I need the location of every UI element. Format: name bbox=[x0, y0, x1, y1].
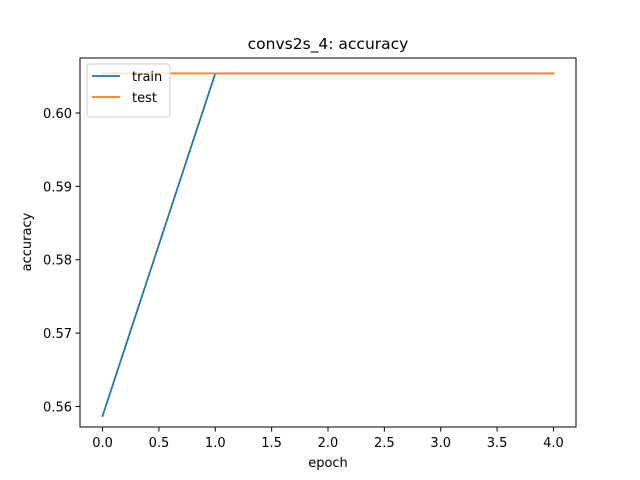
y-axis: 0.56 0.57 0.58 0.59 0.60 bbox=[43, 107, 80, 415]
y-tick-label: 0.60 bbox=[43, 107, 72, 122]
x-tick-label: 0.0 bbox=[92, 436, 113, 451]
x-tick-label: 1.5 bbox=[261, 436, 282, 451]
legend-label-train: train bbox=[132, 70, 162, 85]
x-tick-label: 3.0 bbox=[430, 436, 451, 451]
y-tick-label: 0.56 bbox=[43, 400, 72, 415]
chart-title: convs2s_4: accuracy bbox=[248, 35, 409, 54]
legend: train test bbox=[86, 63, 171, 118]
y-tick-label: 0.57 bbox=[43, 327, 72, 342]
legend-label-test: test bbox=[132, 91, 157, 106]
x-axis: 0.0 0.5 1.0 1.5 2.0 2.5 3.0 3.5 4.0 bbox=[92, 427, 564, 451]
x-tick-label: 4.0 bbox=[543, 436, 564, 451]
x-tick-label: 3.5 bbox=[487, 436, 508, 451]
y-tick-label: 0.58 bbox=[43, 254, 72, 269]
x-tick-label: 1.0 bbox=[205, 436, 226, 451]
x-axis-label: epoch bbox=[308, 456, 348, 471]
series-layer bbox=[101, 72, 555, 418]
x-tick-label: 2.5 bbox=[374, 436, 395, 451]
x-tick-label: 2.0 bbox=[318, 436, 339, 451]
y-tick-label: 0.59 bbox=[43, 180, 72, 195]
y-axis-label: accuracy bbox=[20, 212, 35, 271]
legend-box bbox=[86, 63, 171, 118]
x-tick-label: 0.5 bbox=[149, 436, 170, 451]
